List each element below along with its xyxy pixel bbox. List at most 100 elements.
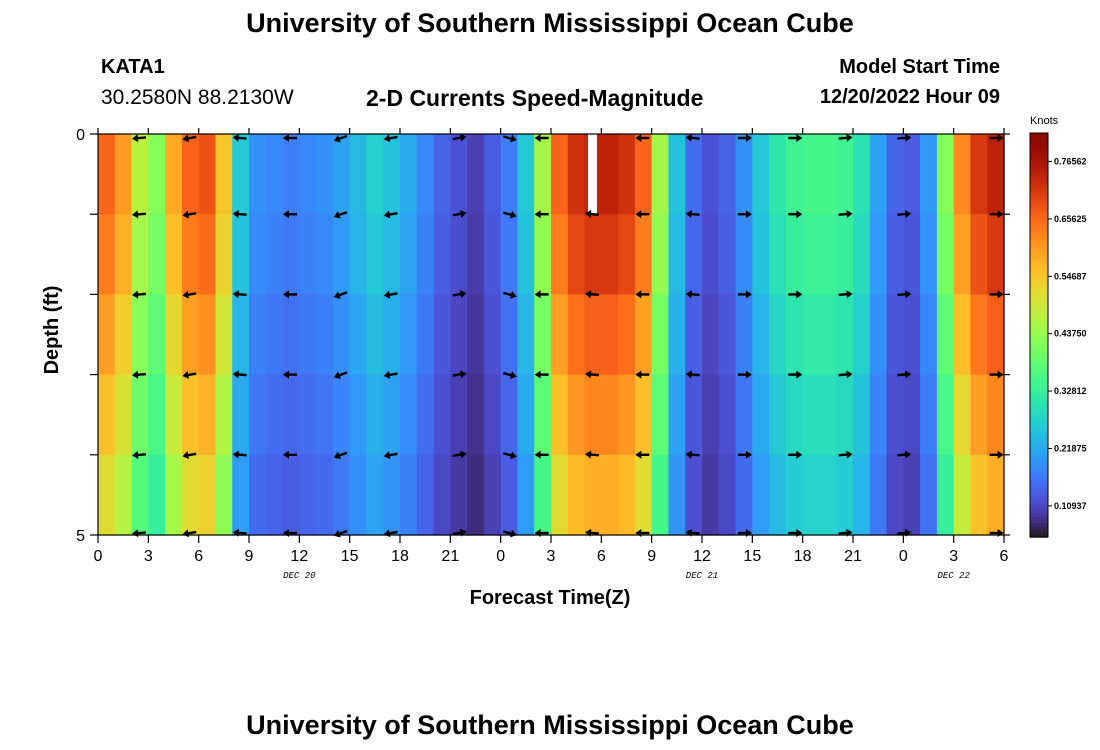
heatmap-cell: [551, 374, 569, 456]
heatmap-cell: [265, 294, 284, 376]
date-label: DEC 22: [937, 571, 970, 581]
heatmap-cell: [785, 134, 804, 215]
colorbar-segment: [1030, 425, 1048, 430]
current-arrow: [897, 450, 912, 459]
heatmap-cell: [299, 374, 317, 456]
heatmap-cell: [332, 454, 351, 536]
colorbar-segment: [1030, 318, 1048, 323]
heatmap-cell: [769, 134, 787, 215]
heatmap-cell: [718, 294, 737, 376]
heatmap-cell: [400, 294, 418, 376]
heatmap-cell: [618, 374, 636, 456]
date-label: DEC 20: [283, 571, 316, 581]
heatmap-cell: [282, 454, 300, 536]
heatmap-cell: [869, 214, 888, 295]
current-arrow: [282, 370, 297, 379]
current-arrow: [737, 134, 752, 142]
y-tick-label: 0: [76, 127, 85, 144]
colorbar-segment: [1030, 442, 1048, 447]
heatmap-cells: [98, 134, 1005, 536]
heatmap-cell: [601, 374, 619, 456]
heatmap-cell: [232, 374, 250, 456]
heatmap-cell: [618, 294, 636, 376]
colorbar-segment: [1030, 503, 1048, 508]
x-tick-label: 21: [844, 548, 862, 565]
colorbar-segment: [1030, 355, 1048, 360]
colorbar-segment: [1030, 291, 1048, 296]
heatmap-cell: [920, 214, 938, 295]
current-arrow: [737, 290, 752, 299]
heatmap-cell: [869, 294, 888, 376]
heatmap-cell: [299, 454, 317, 536]
heatmap-cell: [450, 374, 468, 456]
current-arrow: [635, 450, 650, 459]
heatmap-cell: [735, 214, 753, 295]
current-arrow: [131, 450, 147, 459]
heatmap-cell: [98, 294, 116, 376]
heatmap-cell: [953, 214, 972, 295]
heatmap-cell: [752, 294, 770, 376]
x-tick-label: 3: [949, 548, 958, 565]
heatmap-cell: [483, 214, 502, 295]
heatmap-cell: [500, 134, 519, 215]
current-arrow: [584, 210, 600, 219]
current-arrow: [838, 210, 853, 219]
heatmap-cell: [769, 374, 787, 456]
heatmap-cell: [618, 454, 636, 536]
heatmap-cell: [349, 294, 368, 376]
heatmap-cell: [752, 134, 770, 215]
heatmap-cell: [265, 214, 284, 295]
current-arrow: [182, 451, 197, 460]
heatmap-cell: [517, 374, 535, 456]
current-arrow: [989, 450, 1004, 459]
colorbar-segment: [1030, 439, 1048, 444]
colorbar: 0.76562 0.65625 0.54687 0.43750 0.32812 0.218…: [1029, 132, 1087, 538]
heatmap-cell: [114, 374, 133, 456]
heatmap-cell: [685, 374, 703, 456]
heatmap-cell: [903, 374, 921, 456]
heatmap-cell: [349, 374, 368, 456]
heatmap-cell: [98, 134, 116, 215]
colorbar-segment: [1030, 166, 1048, 171]
current-arrow: [282, 134, 297, 142]
heatmap-cell: [819, 214, 837, 295]
heatmap-cell: [953, 374, 972, 456]
heatmap-cell: [551, 294, 569, 376]
colorbar-segment: [1030, 217, 1048, 222]
colorbar-segment: [1030, 173, 1048, 178]
heatmap-cell: [332, 134, 351, 215]
current-arrow: [383, 210, 398, 219]
heatmap-cell: [534, 134, 552, 215]
heatmap-cell: [685, 134, 703, 215]
colorbar-segment: [1030, 250, 1048, 255]
heatmap-cell: [802, 214, 821, 295]
heatmap-cell: [836, 134, 854, 215]
heatmap-cell: [467, 454, 485, 536]
heatmap-cell: [383, 294, 401, 376]
colorbar-segment: [1030, 348, 1048, 353]
heatmap-cell: [332, 374, 351, 456]
heatmap-cell: [584, 214, 602, 295]
heatmap-cell: [416, 374, 435, 456]
heatmap-cell: [886, 214, 904, 295]
current-arrow: [584, 290, 600, 299]
current-arrow: [333, 371, 348, 380]
heatmap-cell: [131, 134, 149, 215]
heatmap-cell: [265, 374, 284, 456]
colorbar-segment: [1030, 260, 1048, 265]
x-tick-label: 9: [647, 548, 656, 565]
current-arrow: [502, 134, 517, 143]
heatmap-cell: [802, 374, 821, 456]
colorbar-segment: [1030, 234, 1048, 239]
heatmap-cell: [987, 214, 1005, 295]
colorbar-tick-label: 0.10937: [1054, 501, 1087, 511]
colorbar-segment: [1030, 146, 1048, 151]
heatmap-cell: [634, 134, 653, 215]
heatmap-cell: [567, 294, 586, 376]
heatmap-cell: [987, 374, 1005, 456]
current-arrow: [838, 290, 853, 299]
x-tick-label: 3: [547, 548, 556, 565]
colorbar-tick-label: 0.65625: [1054, 214, 1087, 224]
current-arrow: [534, 134, 549, 142]
x-tick-label: 6: [597, 548, 606, 565]
